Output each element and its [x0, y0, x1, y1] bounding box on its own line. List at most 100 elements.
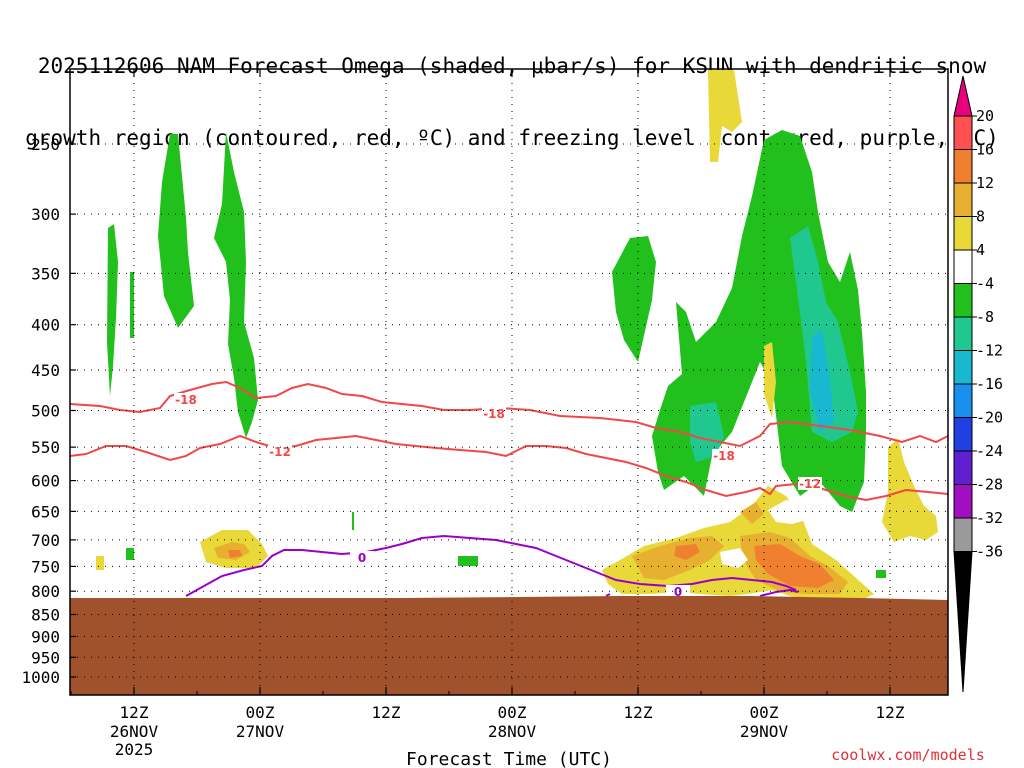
omega-shade-8 — [876, 570, 886, 578]
colorbar-label-13: -36 — [976, 543, 1003, 561]
y-axis: 250 300 350 400 450 500 550 600 650 700 750 800 850 9… — [21, 135, 76, 687]
omega-shade-9 — [352, 512, 354, 530]
y-tick-label-11: 800 — [31, 582, 60, 601]
y-tick-label-1: 300 — [31, 205, 60, 224]
y-tick-label-7: 600 — [31, 472, 60, 491]
colorbar-segment-1 — [953, 149, 973, 184]
y-tick-label-0: 250 — [31, 135, 60, 154]
omega-shade-25 — [228, 550, 242, 558]
chart-title-line1: 2025112606 NAM Forecast Omega (shaded, μ… — [37, 54, 987, 78]
freezing-level-contours: 00 — [185, 534, 799, 599]
x-tick-date-0: 26NOV — [110, 722, 159, 741]
colorbar-segment-0 — [953, 115, 973, 150]
colorbar-segment-3 — [953, 216, 973, 251]
contour-label-bg-3 — [712, 449, 736, 462]
freezing-contour-1 — [605, 593, 611, 597]
omega-shade-23 — [754, 544, 834, 588]
y-tick-label-12: 850 — [31, 606, 60, 625]
colorbar-label-11: -28 — [976, 476, 1003, 494]
y-tick-label-15: 1000 — [21, 668, 60, 687]
x-tick-label-0: 12Z — [120, 703, 149, 722]
contour-label-0: -18 — [175, 393, 197, 407]
contour-label-5: 0 — [358, 551, 366, 565]
contour-label-bg-1 — [268, 445, 292, 458]
colorbar-segment-9 — [953, 417, 973, 452]
freezing-contour-0 — [185, 534, 797, 597]
omega-shade-11 — [690, 402, 724, 462]
colorbar-label-8: -16 — [976, 375, 1003, 393]
contour-label-6: 0 — [674, 585, 682, 599]
y-tick-label-8: 650 — [31, 502, 60, 521]
x-tick-label-4: 12Z — [624, 703, 653, 722]
x-tick-year-0: 2025 — [115, 740, 154, 759]
colorbar-segment-6 — [953, 316, 973, 351]
x-tick-label-6: 12Z — [876, 703, 905, 722]
y-tick-label-13: 900 — [31, 627, 60, 646]
colorbar: 20 16 12 8 4 -4 -8 -12 -16 -20 -24 -28 -32 -36 — [953, 75, 1003, 693]
omega-shade-7 — [126, 548, 134, 560]
x-tick-label-1: 00Z — [246, 703, 275, 722]
colorbar-bottom-arrow — [953, 551, 973, 693]
contour-label-bg-2 — [482, 407, 506, 420]
colorbar-segment-5 — [953, 283, 973, 318]
colorbar-label-5: -4 — [976, 275, 994, 293]
colorbar-segment-2 — [953, 182, 973, 217]
x-tick-label-2: 12Z — [372, 703, 401, 722]
contour-label-4: -12 — [799, 477, 821, 491]
y-tick-label-3: 400 — [31, 316, 60, 335]
colorbar-segment-10 — [953, 450, 973, 485]
y-tick-label-6: 550 — [31, 438, 60, 457]
plot-frame — [69, 68, 949, 696]
omega-shade-14 — [764, 342, 776, 418]
colorbar-label-9: -20 — [976, 409, 1003, 427]
omega-shade-10 — [790, 226, 858, 442]
x-tick-date-3: 28NOV — [488, 722, 537, 741]
colorbar-segment-4 — [953, 249, 973, 284]
y-tick-label-4: 450 — [31, 361, 60, 380]
colorbar-label-12: -32 — [976, 509, 1003, 527]
colorbar-segment-11 — [953, 484, 973, 519]
colorbar-label-10: -24 — [976, 442, 1003, 460]
contour-label-bg-0 — [174, 393, 198, 406]
contour-label-1: -12 — [269, 445, 291, 459]
contour-label-3: -18 — [713, 449, 735, 463]
ground-area — [70, 596, 948, 695]
x-tick-date-1: 27NOV — [236, 722, 285, 741]
colorbar-label-6: -8 — [976, 308, 994, 326]
omega-shade-27 — [720, 548, 748, 568]
y-tick-label-10: 750 — [31, 557, 60, 576]
omega-shade-24 — [674, 544, 700, 560]
colorbar-top-arrow — [953, 75, 973, 117]
colorbar-segment-12 — [953, 517, 973, 552]
x-tick-label-5: 00Z — [750, 703, 779, 722]
contour-label-2: -18 — [483, 407, 505, 421]
credit-text: coolwx.com/models — [831, 746, 985, 764]
contour-label-bg-4 — [798, 477, 822, 490]
omega-shade-1 — [130, 272, 134, 338]
omega-shade-4 — [612, 236, 656, 362]
ground-fill — [70, 596, 948, 695]
omega-shade-6 — [458, 556, 478, 566]
colorbar-segment-8 — [953, 383, 973, 418]
omega-shade-20 — [632, 536, 724, 580]
colorbar-label-1: 16 — [976, 141, 994, 159]
x-tick-label-3: 00Z — [498, 703, 527, 722]
omega-shade-0 — [107, 224, 118, 396]
y-tick-label-14: 950 — [31, 648, 60, 667]
colorbar-label-7: -12 — [976, 342, 1003, 360]
omega-shade-13 — [708, 70, 742, 162]
omega-shade-26 — [768, 500, 806, 524]
omega-shade-22 — [740, 502, 764, 524]
dgz-contours: -18 -12 -18 -18 -12 — [69, 380, 949, 502]
omega-shade-3 — [214, 132, 258, 438]
dgz-contour-0 — [69, 380, 949, 448]
colorbar-label-2: 12 — [976, 174, 994, 192]
contour-label-bg-6 — [666, 585, 690, 598]
omega-shade-17 — [96, 556, 104, 570]
x-tick-date-5: 29NOV — [740, 722, 789, 741]
contour-label-bg-5 — [350, 551, 374, 564]
y-tick-label-2: 350 — [31, 264, 60, 283]
colorbar-label-4: 4 — [976, 241, 985, 259]
